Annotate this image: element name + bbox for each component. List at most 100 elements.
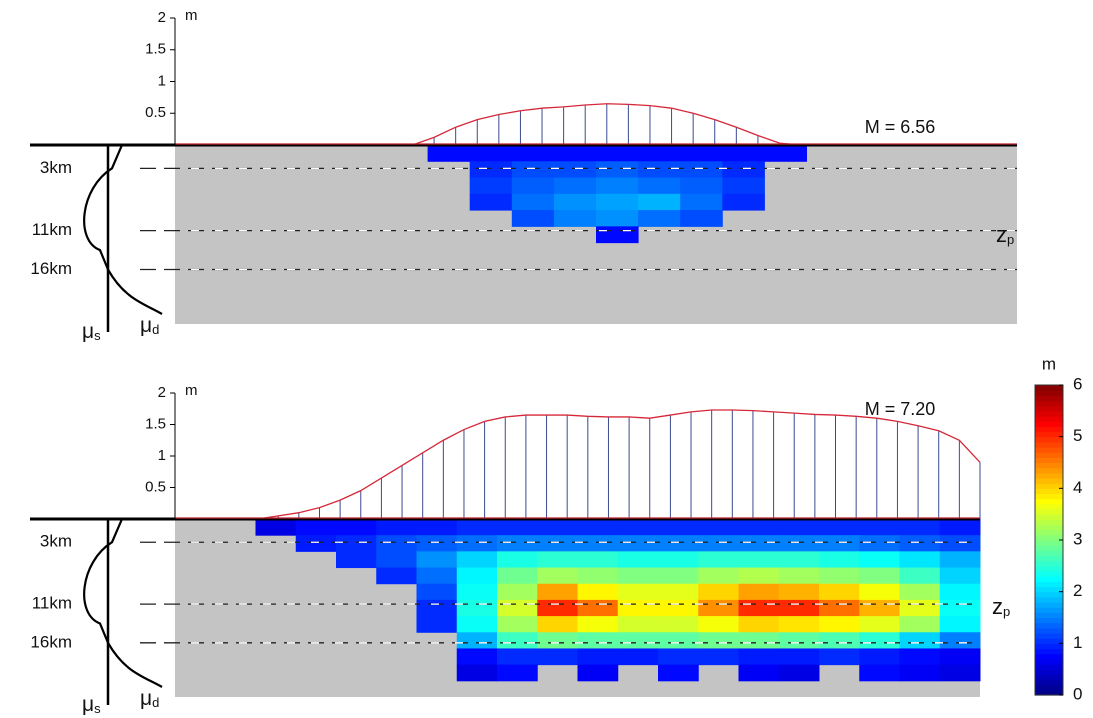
slip-cell [658,551,699,568]
colorbar-swatch [1035,514,1063,520]
slip-cell [722,194,765,211]
slip-cell [698,600,739,617]
colorbar-swatch [1035,535,1063,541]
slip-cell [578,648,619,665]
colorbar-swatch [1035,457,1063,463]
slip-cell [859,632,900,649]
slip-cell [497,551,538,568]
slip-cell [940,519,981,536]
colorbar-swatch [1035,395,1063,401]
depth-tick-label: 11km [32,220,72,239]
slip-cell [537,568,578,585]
profile-tick-label: 0.5 [145,478,166,495]
slip-cell [859,600,900,617]
slip-cell [470,145,513,162]
label-base: z [992,594,1003,619]
slip-cell [537,519,578,536]
colorbar-tick-label: 1 [1073,633,1082,652]
slip-cell [779,584,820,601]
profile-tick-label: 1.5 [145,415,166,432]
slip-cell [698,551,739,568]
slip-cell [596,226,639,243]
slip-cell [779,616,820,633]
colorbar-swatch [1035,488,1063,494]
slip-cell [698,535,739,552]
slip-cell [296,519,337,536]
slip-cell [739,632,780,649]
slip-cell [900,616,941,633]
colorbar-tick-label: 0 [1073,684,1082,703]
slip-cell [819,551,860,568]
colorbar-swatch [1035,426,1063,432]
slip-cell [497,600,538,617]
colorbar-swatch [1035,618,1063,624]
slip-cell [457,648,498,665]
colorbar-swatch [1035,633,1063,639]
colorbar-swatch [1035,519,1063,525]
slip-cell [900,551,941,568]
slip-cell [940,616,981,633]
slip-cell [940,584,981,601]
profile-unit: m [185,7,198,24]
slip-cell [658,584,699,601]
slip-cell [698,568,739,585]
slip-cell [512,145,555,162]
slip-cell [618,584,659,601]
slip-cell [739,535,780,552]
slip-cell [739,568,780,585]
colorbar-swatch [1035,581,1063,587]
slip-cell [859,535,900,552]
slip-cell [497,648,538,665]
slip-cell [578,665,619,682]
colorbar-swatch [1035,509,1063,515]
dynamic-friction [84,145,162,314]
slip-cell [470,194,513,211]
profile-tick-label: 0.5 [145,104,166,121]
profile-tick-label: 2 [158,9,166,26]
colorbar-swatch [1035,385,1063,391]
slip-cell [428,145,471,162]
slip-cell [819,568,860,585]
slip-cell [658,648,699,665]
slip-cell [470,161,513,178]
slip-cell [457,535,498,552]
colorbar-swatch [1035,628,1063,634]
colorbar-swatch [1035,442,1063,448]
slip-cell [658,600,699,617]
colorbar-swatch [1035,674,1063,680]
slip-cell [680,178,723,195]
label-sub: p [1007,232,1014,247]
label-base: μ [140,314,152,337]
profile-tick-label: 1 [158,72,166,89]
slip-cell [680,210,723,227]
slip-cell [638,145,681,162]
slip-cell [698,648,739,665]
slip-cell [457,584,498,601]
slip-cell [537,632,578,649]
slip-cell [940,600,981,617]
surface-slip-line [175,410,980,519]
slip-cell [336,535,377,552]
slip-cell [537,551,578,568]
slip-cell [618,535,659,552]
colorbar-swatch [1035,483,1063,489]
slip-cell [739,648,780,665]
slip-cell [779,665,820,682]
slip-cell [537,648,578,665]
label-base: μ [82,693,94,716]
colorbar-swatch [1035,473,1063,479]
slip-cell [376,519,417,536]
slip-cell [940,665,981,682]
slip-cell [596,178,639,195]
slip-cell [900,535,941,552]
depth-tick-label: 11km [32,594,72,613]
colorbar-swatch [1035,607,1063,613]
slip-cell [658,632,699,649]
colorbar-swatch [1035,411,1063,417]
colorbar-swatch [1035,478,1063,484]
colorbar-tick-label: 4 [1073,478,1082,497]
colorbar-swatch [1035,654,1063,660]
profile-unit: m [185,382,198,399]
colorbar-tick-label: 6 [1073,374,1082,393]
slip-cell [638,194,681,211]
